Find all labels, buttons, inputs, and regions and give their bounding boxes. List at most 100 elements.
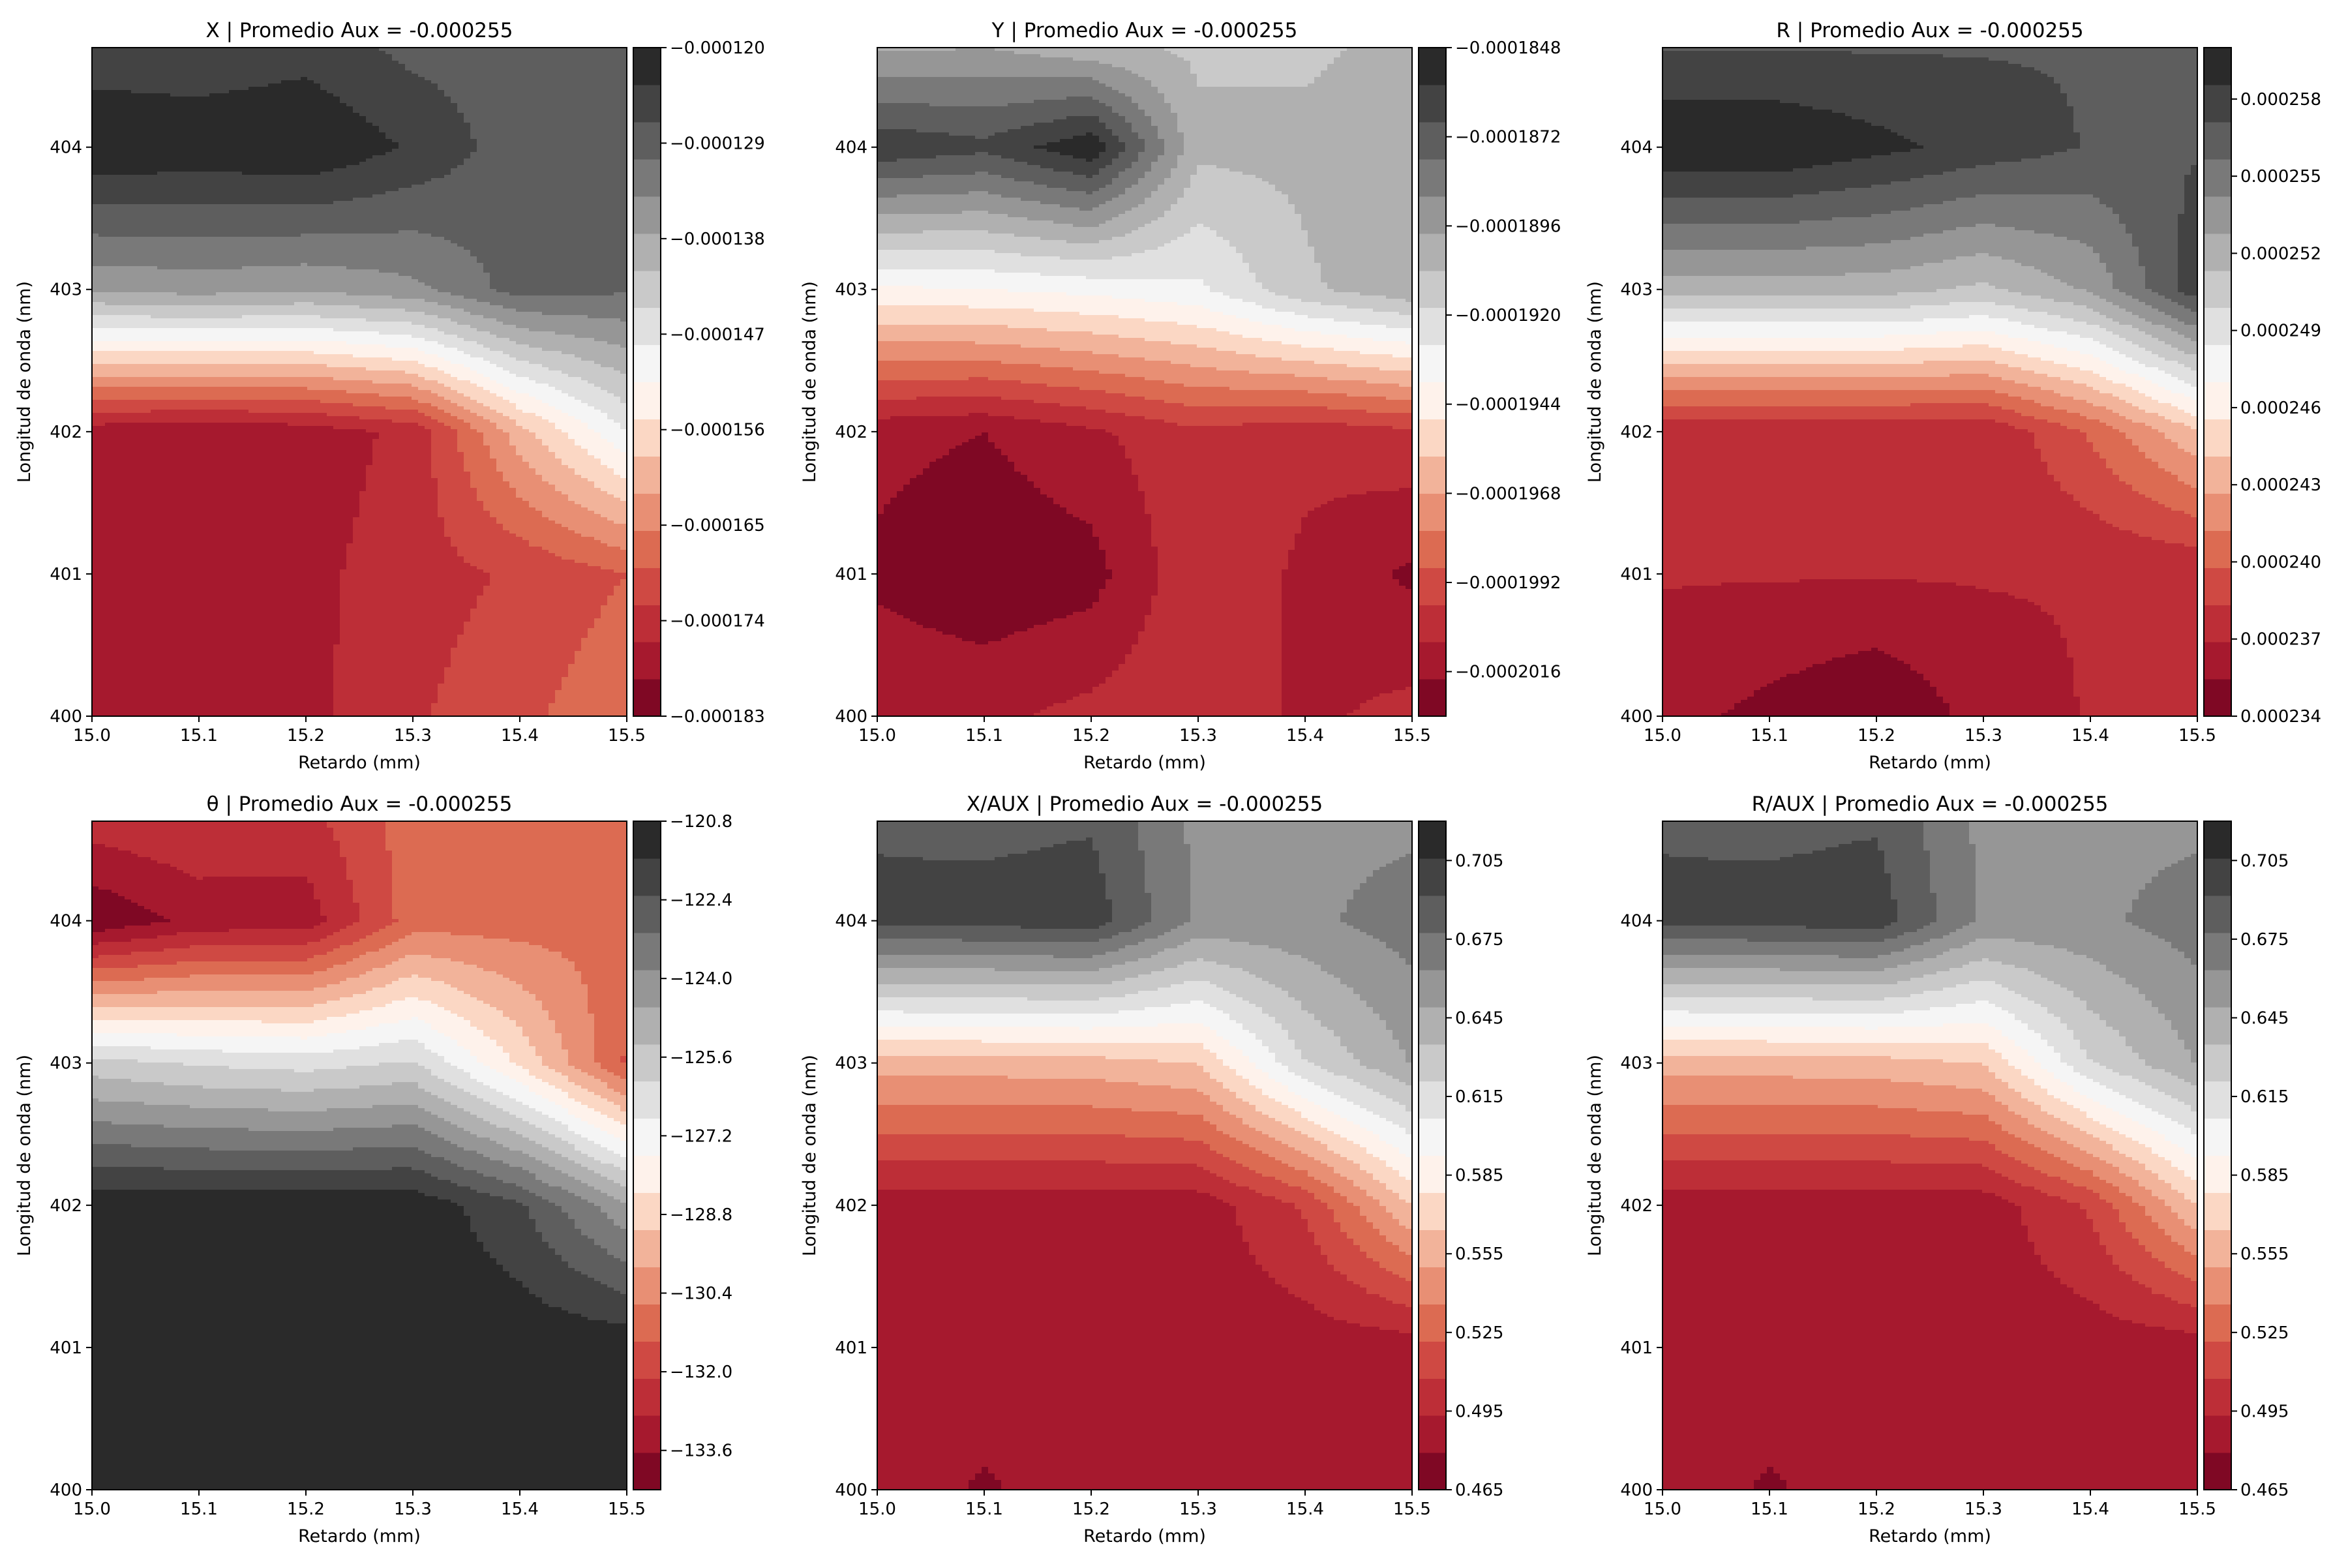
contour-cell [503, 54, 510, 58]
contour-cell [203, 51, 210, 55]
contour-cell [535, 57, 543, 61]
contour-cell [170, 54, 177, 58]
contour-cell [209, 64, 217, 68]
contour-cell [301, 64, 308, 68]
contour-cell [509, 61, 517, 65]
contour-cell [229, 64, 236, 68]
contour-cell [229, 57, 236, 61]
contour-cell [242, 61, 249, 65]
contour-cell [98, 57, 106, 61]
contour-cell [242, 64, 249, 68]
contour-cell [477, 54, 484, 58]
contour-cell [379, 61, 386, 65]
contour-cell [190, 61, 197, 65]
contour-cell [568, 51, 575, 55]
contour-cell [314, 57, 321, 61]
contour-cell [372, 51, 380, 55]
contour-cell [125, 61, 132, 65]
contour-cell [196, 57, 203, 61]
contour-cell [431, 61, 438, 65]
contour-cell [496, 57, 504, 61]
contour-cell [196, 54, 203, 58]
contour-cell [242, 54, 249, 58]
contour-cell [268, 51, 275, 55]
contour-cell [164, 61, 171, 65]
contour-cell [340, 64, 347, 68]
contour-cell [314, 54, 321, 58]
contour-cell [281, 61, 288, 65]
contour-cell [444, 61, 451, 65]
contour-cell [98, 64, 106, 68]
contour-cell [405, 51, 412, 55]
contour-cell [327, 64, 334, 68]
contour-cell [607, 54, 614, 58]
contour-cell [405, 54, 412, 58]
contour-cell [190, 51, 197, 55]
contour-cell [438, 61, 445, 65]
contour-cell [594, 57, 601, 61]
contour-cell [366, 61, 373, 65]
contour-cell [399, 61, 406, 65]
contour-cell [105, 61, 112, 65]
contour-cell [281, 54, 288, 58]
contour-cell [262, 54, 269, 58]
contour-cell [131, 51, 138, 55]
contour-cell [203, 54, 210, 58]
contour-cell [470, 51, 477, 55]
contour-cell [320, 51, 327, 55]
contour-cell [555, 54, 562, 58]
contour-cell [412, 64, 419, 68]
contour-cell [177, 64, 184, 68]
contour-cell [385, 57, 393, 61]
contour-cell [170, 61, 177, 65]
contour-cell [483, 61, 490, 65]
contour-cell [112, 61, 119, 65]
contour-cell [144, 54, 151, 58]
contour-cell [490, 54, 497, 58]
contour-cell [131, 54, 138, 58]
contour-cell [138, 61, 145, 65]
contour-cell [470, 61, 477, 65]
contour-cell [209, 61, 217, 65]
contour-cell [353, 51, 360, 55]
contour-cell [327, 51, 334, 55]
contour-cell [470, 54, 477, 58]
contour-cell [112, 57, 119, 61]
contour-cell [170, 51, 177, 55]
contour-cell [144, 61, 151, 65]
contour-cell [529, 57, 536, 61]
contour-cell [105, 51, 112, 55]
contour-cell [353, 54, 360, 58]
contour-cell [614, 54, 621, 58]
contour-cell [366, 57, 373, 61]
contour-cell [353, 64, 360, 68]
contour-cell [614, 57, 621, 61]
contour-cell [242, 51, 249, 55]
contour-cell [535, 51, 543, 55]
contour-cell [151, 61, 158, 65]
contour-cell [248, 54, 256, 58]
contour-cell [333, 57, 340, 61]
contour-cell [549, 54, 556, 58]
contour-cell [464, 51, 471, 55]
contour-cell [431, 54, 438, 58]
contour-cell [229, 51, 236, 55]
contour-cell [451, 57, 458, 61]
contour-cell [177, 51, 184, 55]
contour-cell [262, 64, 269, 68]
contour-cell [431, 51, 438, 55]
contour-cell [379, 57, 386, 61]
contour-cell [575, 57, 582, 61]
contour-cell [490, 51, 497, 55]
contour-cell [503, 51, 510, 55]
contour-cell [418, 57, 425, 61]
contour-cell [366, 54, 373, 58]
contour-cell [229, 54, 236, 58]
contour-cell [151, 57, 158, 61]
contour-cell [535, 61, 543, 65]
contour-cell [464, 61, 471, 65]
contour-cell [340, 57, 347, 61]
contour-cell [457, 54, 464, 58]
contour-cell [385, 64, 393, 68]
